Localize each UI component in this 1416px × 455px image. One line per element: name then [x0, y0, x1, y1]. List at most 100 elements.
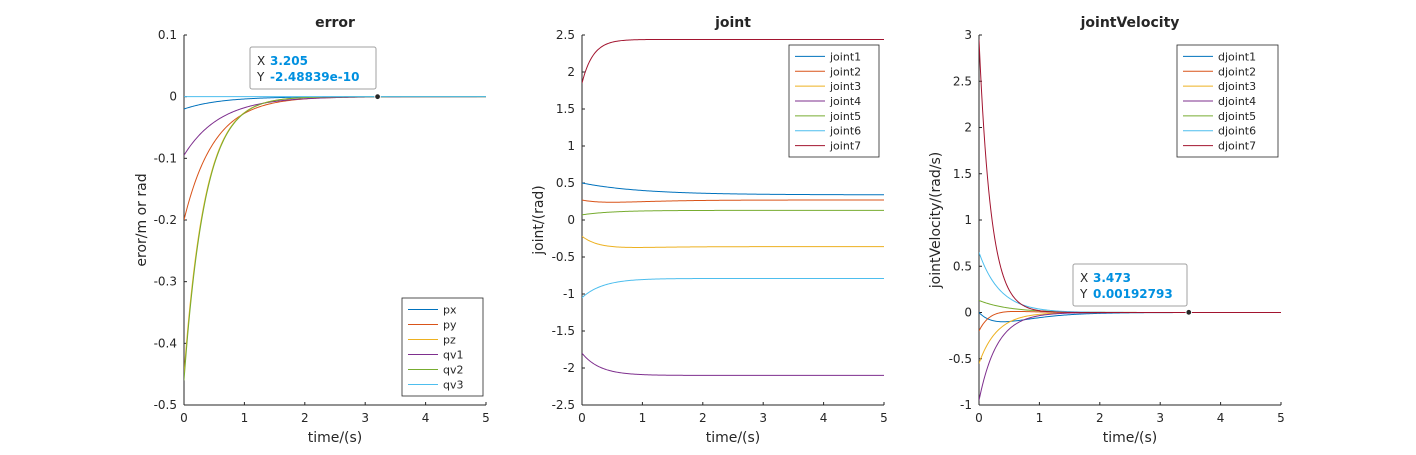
x-tick-label: 2 — [301, 411, 309, 425]
series-line-joint2 — [582, 199, 884, 203]
datatip-x-label: X — [257, 54, 265, 68]
legend: px py pz qv1 qv2 qv3 — [401, 297, 484, 397]
x-tick-label: 5 — [880, 411, 888, 425]
y-tick-label: 1 — [567, 139, 575, 153]
series-line-joint6 — [582, 277, 884, 299]
y-axis-label: joint/(rad) — [531, 185, 547, 256]
y-tick-label: 0.5 — [953, 259, 972, 273]
series-group — [582, 38, 884, 376]
series-line-joint1 — [582, 182, 884, 196]
legend-label-joint7: joint7 — [829, 140, 861, 153]
datatip-box — [1072, 263, 1188, 307]
y-tick-label: -0.1 — [154, 151, 177, 165]
datatip: X 3.473 Y 0.00192793 — [1072, 263, 1192, 316]
legend-label-joint5: joint5 — [829, 110, 861, 123]
y-tick-label: -2 — [563, 361, 575, 375]
y-tick-label: -1 — [960, 398, 972, 412]
y-tick-label: -0.5 — [552, 250, 575, 264]
y-tick-label: 2.5 — [556, 28, 575, 42]
y-tick-label: 1 — [964, 213, 972, 227]
chart-title: jointVelocity — [1080, 15, 1180, 31]
datatip-box — [249, 46, 377, 90]
datatip-marker — [1185, 309, 1192, 316]
chart-panel-0: 0 1 2 3 4 5 0.1 0 -0.1 -0.2 -0.3 -0.4 -0.5 error time/… — [134, 15, 490, 446]
x-tick-label: 2 — [699, 411, 707, 425]
legend-label-djoint4: djoint4 — [1218, 95, 1256, 108]
y-tick-label: 0 — [567, 213, 575, 227]
x-tick-label: 4 — [422, 411, 430, 425]
legend-label-djoint6: djoint6 — [1218, 125, 1256, 138]
x-axis-label: time/(s) — [706, 430, 761, 446]
x-tick-label: 0 — [578, 411, 586, 425]
y-tick-label: -1 — [563, 287, 575, 301]
legend-label-djoint5: djoint5 — [1218, 110, 1256, 123]
y-tick-label: 3 — [964, 28, 972, 42]
legend-label-joint4: joint4 — [829, 95, 861, 108]
y-tick-label: 0.5 — [556, 176, 575, 190]
datatip-x-value: 3.205 — [270, 54, 308, 68]
y-tick-label: -0.4 — [154, 336, 177, 350]
y-tick-label: 2 — [964, 121, 972, 135]
legend-label-px: px — [443, 304, 457, 317]
x-axis-label: time/(s) — [1103, 430, 1158, 446]
legend-label-qv3: qv3 — [443, 379, 464, 392]
datatip-y-value: -2.48839e-10 — [270, 70, 359, 84]
x-tick-label: 3 — [1156, 411, 1164, 425]
series-line-joint5 — [582, 209, 884, 216]
x-tick-label: 4 — [820, 411, 828, 425]
y-tick-label: -2.5 — [552, 398, 575, 412]
x-tick-label: 0 — [975, 411, 983, 425]
datatip-x-value: 3.473 — [1093, 271, 1131, 285]
legend-label-py: py — [443, 319, 457, 332]
y-tick-label: -0.2 — [154, 213, 177, 227]
legend-label-joint3: joint3 — [829, 80, 861, 93]
x-tick-label: 2 — [1096, 411, 1104, 425]
legend-label-djoint2: djoint2 — [1218, 65, 1256, 78]
y-tick-label: -1.5 — [552, 324, 575, 338]
x-tick-label: 1 — [639, 411, 647, 425]
series-line-joint3 — [582, 235, 884, 248]
x-tick-label: 4 — [1217, 411, 1225, 425]
legend: djoint1 djoint2 djoint3 djoint4 djoint5 djoin… — [1176, 44, 1279, 158]
legend-label-joint6: joint6 — [829, 125, 861, 138]
legend-label-pz: pz — [443, 334, 456, 347]
y-tick-label: 0 — [169, 90, 177, 104]
x-tick-label: 5 — [1277, 411, 1285, 425]
series-group — [979, 39, 1281, 401]
legend-box — [401, 297, 484, 397]
y-axis-label: jointVelocity/(rad/s) — [928, 152, 944, 290]
legend-label-joint2: joint2 — [829, 65, 861, 78]
x-tick-label: 3 — [361, 411, 369, 425]
y-tick-label: 0.1 — [158, 28, 177, 42]
datatip: X 3.205 Y -2.48839e-10 — [249, 46, 381, 100]
y-tick-label: 1.5 — [953, 167, 972, 181]
y-tick-label: 0 — [964, 306, 972, 320]
series-line-joint7 — [582, 38, 884, 84]
datatip-x-label: X — [1080, 271, 1088, 285]
y-tick-label: -0.3 — [154, 275, 177, 289]
legend-label-djoint3: djoint3 — [1218, 80, 1256, 93]
y-tick-label: -0.5 — [154, 398, 177, 412]
chart-title: joint — [714, 15, 751, 31]
legend-label-djoint7: djoint7 — [1218, 140, 1256, 153]
datatip-y-label: Y — [256, 70, 265, 84]
y-tick-label: 1.5 — [556, 102, 575, 116]
x-tick-label: 3 — [759, 411, 767, 425]
legend-label-qv2: qv2 — [443, 364, 464, 377]
x-tick-label: 0 — [180, 411, 188, 425]
datatip-marker — [374, 93, 381, 100]
x-tick-label: 1 — [1036, 411, 1044, 425]
x-tick-label: 1 — [241, 411, 249, 425]
legend-label-djoint1: djoint1 — [1218, 50, 1256, 63]
y-tick-label: 2.5 — [953, 74, 972, 88]
x-axis-label: time/(s) — [308, 430, 363, 446]
y-axis-label: eror/m or rad — [134, 173, 150, 266]
series-line-djoint7 — [979, 39, 1281, 313]
series-group — [184, 96, 486, 381]
y-tick-label: -0.5 — [949, 352, 972, 366]
series-line-joint4 — [582, 352, 884, 376]
chart-panel-1: 0 1 2 3 4 5 2.5 2 1.5 1 0.5 0 -0.5 -1 -1.5 -2 -2.5 joint t… — [531, 15, 888, 446]
legend: joint1 joint2 joint3 joint4 joint5 joint6 join… — [788, 44, 880, 158]
chart-panel-2: 0 1 2 3 4 5 3 2.5 2 1.5 1 0.5 0 -0.5 -1 jointVelocity ti… — [928, 15, 1285, 446]
